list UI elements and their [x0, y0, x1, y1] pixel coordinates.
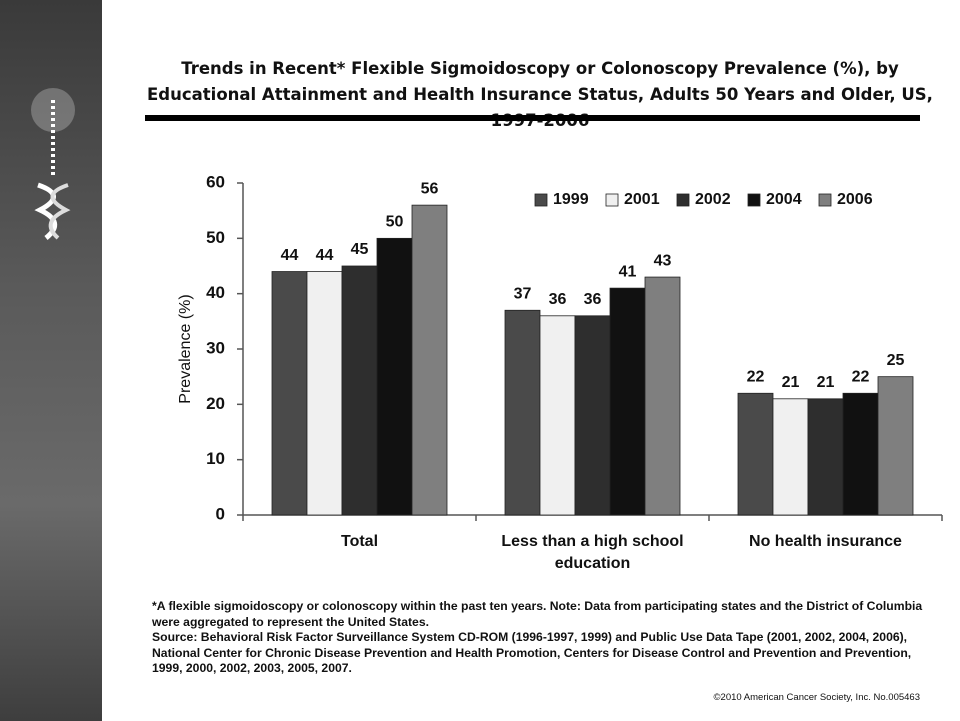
- bar: [504, 309, 541, 516]
- value-label: 56: [421, 180, 439, 197]
- sidebar: [0, 0, 102, 721]
- legend-label: 1999: [553, 191, 589, 208]
- legend-swatch: [534, 193, 548, 207]
- y-tick-label: 20: [206, 394, 225, 413]
- y-tick-label: 60: [206, 172, 225, 191]
- value-label: 41: [619, 263, 637, 280]
- bar: [306, 271, 343, 516]
- x-tick-label: Less than a high school education: [501, 533, 684, 572]
- bar: [842, 392, 879, 516]
- legend-swatch: [747, 193, 761, 207]
- x-tick-label: No health insurance: [749, 533, 902, 550]
- legend-label: 2004: [766, 191, 802, 208]
- value-label: 25: [887, 352, 905, 369]
- bar: [376, 237, 413, 516]
- bar: [737, 392, 774, 516]
- bar: [807, 398, 844, 516]
- value-label: 43: [654, 252, 672, 269]
- value-label: 44: [281, 247, 299, 264]
- y-tick-label: 10: [206, 449, 225, 468]
- value-label: 22: [747, 368, 765, 385]
- y-tick-label: 50: [206, 228, 225, 247]
- bar: [772, 398, 809, 516]
- value-label: 44: [316, 247, 334, 264]
- value-label: 36: [549, 291, 567, 308]
- notes: *A flexible sigmoidoscopy or colonoscopy…: [152, 599, 932, 677]
- y-tick-label: 30: [206, 338, 225, 357]
- value-label: 45: [351, 241, 369, 258]
- legend-swatch: [676, 193, 690, 207]
- legend-swatch: [818, 193, 832, 207]
- title-rule: [145, 115, 920, 121]
- y-tick-label: 40: [206, 283, 225, 302]
- bar: [271, 271, 308, 516]
- x-tick-label: Total: [340, 533, 379, 550]
- value-label: 21: [817, 374, 835, 391]
- legend-label: 2002: [695, 191, 731, 208]
- bar: [411, 204, 448, 516]
- bar: [539, 315, 576, 516]
- value-label: 21: [782, 374, 800, 391]
- legend-label: 2001: [624, 191, 660, 208]
- value-label: 37: [514, 285, 532, 302]
- legend-label: 2006: [837, 191, 873, 208]
- note: Source: Behavioral Risk Factor Surveilla…: [152, 630, 912, 675]
- bar: [877, 376, 914, 516]
- logo: [31, 88, 75, 240]
- value-label: 22: [852, 368, 870, 385]
- bar: [609, 287, 646, 516]
- note: *A flexible sigmoidoscopy or colonoscopy…: [152, 599, 923, 629]
- bar: [644, 276, 681, 516]
- value-label: 50: [386, 214, 404, 231]
- value-label: 36: [584, 291, 602, 308]
- y-tick-label: 0: [216, 504, 225, 523]
- y-axis-label: Prevalence (%): [177, 294, 194, 403]
- bar: [574, 315, 611, 516]
- copyright: ©2010 American Cancer Society, Inc. No.0…: [713, 692, 920, 703]
- bar: [341, 265, 378, 516]
- legend-swatch: [605, 193, 619, 207]
